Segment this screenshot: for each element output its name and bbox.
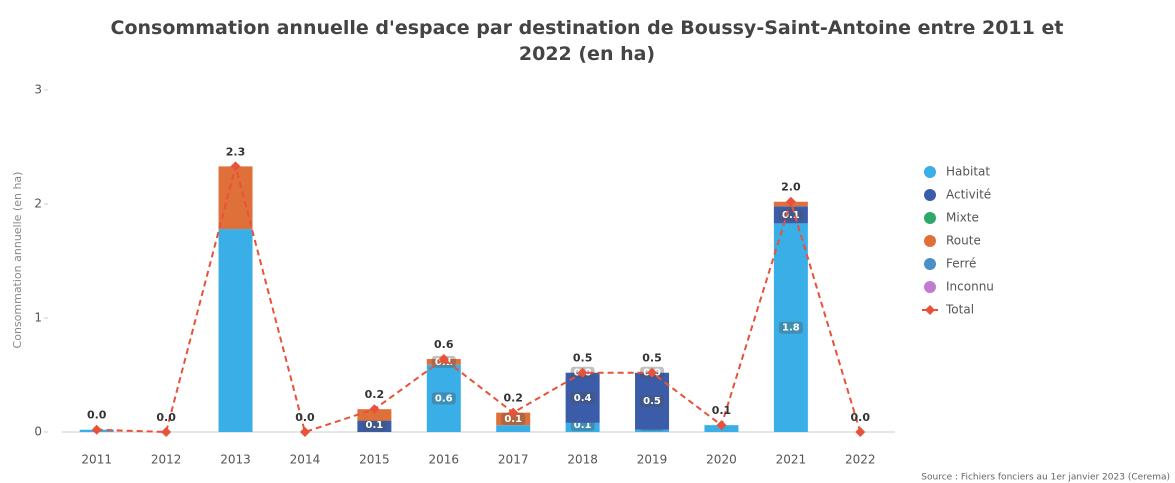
- total-marker: [161, 427, 172, 437]
- legend-label: Inconnu: [946, 280, 994, 294]
- bar-segment: [773, 206, 808, 224]
- bar-segment: [635, 372, 670, 430]
- bar-segment: [565, 372, 600, 423]
- label-bg: [431, 392, 456, 405]
- chart-title: Consommation annuelle d'espace par desti…: [111, 17, 1064, 65]
- total-marker: [716, 420, 727, 431]
- total-label: 0.0: [295, 411, 315, 424]
- y-tick-label: 1: [34, 311, 42, 325]
- x-tick-label: 2019: [637, 453, 668, 467]
- total-marker: [855, 427, 866, 437]
- total-label: 0.2: [503, 392, 523, 405]
- x-tick-label: 2015: [359, 453, 390, 467]
- total-marker: [369, 404, 380, 415]
- x-tick-label: 2011: [81, 453, 112, 467]
- segment-label: 0.1: [504, 414, 522, 425]
- label-bg: [570, 391, 595, 404]
- total-marker: [508, 407, 519, 418]
- total-label: 0.6: [434, 338, 454, 351]
- total-label: 0.1: [712, 404, 732, 417]
- legend-marker: [925, 305, 935, 315]
- y-tick-label: 0: [34, 425, 42, 439]
- legend-marker: [924, 166, 936, 178]
- segment-label: 0.5: [643, 396, 661, 407]
- label-bg: [362, 419, 387, 431]
- label-bg: [501, 412, 526, 425]
- legend-marker: [924, 281, 936, 293]
- legend-label: Mixte: [946, 211, 979, 225]
- label-bg: [778, 321, 803, 334]
- legend-marker: [924, 189, 936, 201]
- bar-segment: [496, 425, 531, 432]
- legend-label: Activité: [946, 188, 991, 202]
- total-marker: [299, 427, 310, 437]
- total-marker: [230, 161, 241, 172]
- bar-segment: [773, 223, 808, 432]
- total-label: 0.0: [156, 411, 176, 424]
- y-tick-label: 2: [34, 197, 42, 211]
- total-label: 0.5: [642, 352, 662, 365]
- bar-segment: [357, 409, 392, 421]
- source: Source : Fichiers fonciers au 1er janvie…: [921, 473, 1170, 483]
- total-marker: [577, 367, 588, 378]
- segment-label: 0.1: [574, 420, 592, 431]
- segment-label: 1.8: [782, 323, 800, 334]
- total-label: 2.0: [781, 181, 801, 194]
- segment-label: 0.4: [574, 393, 592, 404]
- total-marker: [647, 367, 658, 378]
- total-marker: [785, 196, 796, 207]
- total-label: 0.0: [851, 411, 871, 424]
- legend-marker: [924, 212, 936, 224]
- segment-label: 0.1: [366, 420, 384, 431]
- segment-label: 0.1: [782, 210, 800, 221]
- x-tick-label: 2013: [220, 453, 251, 467]
- legend-marker: [924, 258, 936, 270]
- legend-marker: [924, 235, 936, 247]
- x-tick-label: 2017: [498, 453, 529, 467]
- x-tick-label: 2020: [706, 453, 737, 467]
- y-axis-label: Consommation annuelle (en ha): [11, 172, 24, 349]
- x-tick-label: 2012: [151, 453, 182, 467]
- label-bg: [778, 208, 803, 221]
- legend-label: Total: [945, 303, 974, 317]
- x-tick-label: 2016: [429, 453, 460, 467]
- x-tick-label: 2022: [845, 453, 876, 467]
- total-label: 0.0: [87, 409, 107, 422]
- total-marker: [438, 354, 449, 365]
- legend-label: Route: [946, 234, 981, 248]
- x-tick-label: 2014: [290, 453, 321, 467]
- bar-segment: [496, 412, 531, 426]
- label-bg: [640, 395, 665, 408]
- total-label: 0.5: [573, 352, 593, 365]
- bar-segment: [565, 422, 600, 432]
- total-line: [96, 162, 862, 434]
- bar-segment: [357, 420, 392, 432]
- y-tick-label: 3: [34, 83, 42, 97]
- total-marker: [91, 424, 102, 435]
- x-tick-label: 2018: [567, 453, 598, 467]
- bar-segment: [218, 166, 253, 230]
- legend-label: Habitat: [946, 165, 990, 179]
- total-label: 2.3: [226, 145, 246, 158]
- bar-segment: [426, 364, 461, 432]
- legend-label: Ferré: [946, 257, 976, 271]
- segment-label: 0.6: [435, 393, 453, 404]
- bar-segment: [635, 429, 670, 432]
- bar-segment: [218, 229, 253, 432]
- total-label: 0.2: [365, 388, 385, 401]
- x-tick-label: 2021: [776, 453, 807, 467]
